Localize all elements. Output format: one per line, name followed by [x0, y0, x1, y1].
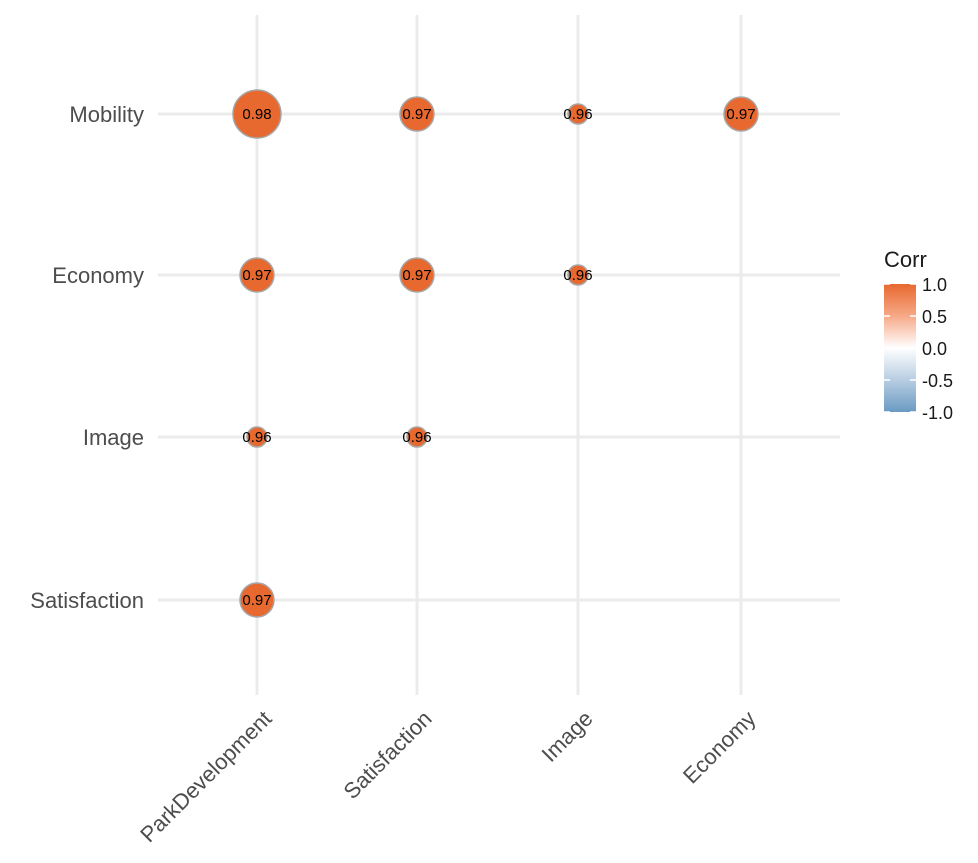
corr-value-label: 0.97 — [242, 267, 271, 284]
legend-tick-label: -1.0 — [922, 403, 953, 423]
corr-value-label: 0.96 — [242, 429, 271, 446]
corr-point — [567, 264, 589, 286]
y-axis-ticks: Satisfaction Image Economy Mobility — [30, 102, 144, 613]
corr-value-label: 0.96 — [563, 106, 592, 123]
corr-point — [399, 96, 435, 132]
x-tick-label: Satisfaction — [338, 706, 436, 804]
corr-point — [723, 96, 759, 132]
corr-value-label: 0.97 — [402, 106, 431, 123]
corr-point — [567, 103, 589, 125]
x-tick-label: Image — [537, 706, 598, 767]
corr-value-label: 0.97 — [242, 592, 271, 609]
corr-value-label: 0.97 — [726, 106, 755, 123]
corr-point — [399, 257, 435, 293]
corr-point — [246, 426, 268, 448]
x-axis-ticks: ParkDevelopment Satisfaction Image Economy — [135, 706, 760, 847]
corr-point — [406, 426, 428, 448]
legend-ticks: 1.0 0.5 0.0 -0.5 -1.0 — [884, 275, 953, 423]
legend-tick-label: 0.5 — [922, 307, 947, 327]
x-tick-label: ParkDevelopment — [135, 706, 276, 847]
y-tick-label: Economy — [52, 263, 144, 288]
corr-point — [239, 257, 275, 293]
legend-title: Corr — [884, 247, 927, 272]
corr-value-label: 0.96 — [402, 429, 431, 446]
x-tick-label: Economy — [678, 706, 761, 789]
y-tick-label: Satisfaction — [30, 588, 144, 613]
legend-tick-label: 1.0 — [922, 275, 947, 295]
y-tick-label: Mobility — [69, 102, 144, 127]
corr-value-label: 0.98 — [242, 106, 271, 123]
corr-value-label: 0.97 — [402, 267, 431, 284]
correlation-points: 0.98 0.97 0.96 0.97 0.97 0.97 0.96 0.96 0.96 0.97 — [232, 89, 759, 618]
y-tick-label: Image — [83, 425, 144, 450]
corr-value-label: 0.96 — [563, 267, 592, 284]
legend: Corr 1.0 0.5 0.0 -0.5 -1.0 — [884, 247, 953, 423]
legend-tick-label: 0.0 — [922, 339, 947, 359]
corr-point — [232, 89, 282, 139]
corr-point — [239, 582, 275, 618]
legend-tick-label: -0.5 — [922, 371, 953, 391]
